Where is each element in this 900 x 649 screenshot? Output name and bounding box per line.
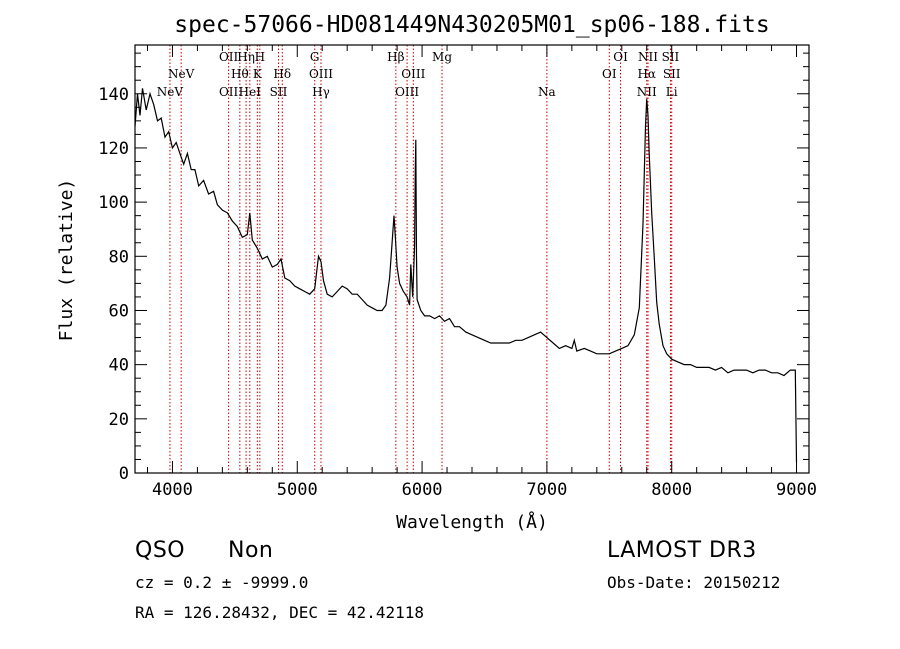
line-label: OI — [602, 67, 617, 81]
emission-line-labels: NeV NeV OII OII Hθ Hη HeI HK Hδ SII G OIII Hγ Hβ OIII O… — [157, 50, 681, 99]
obs-date-text: Obs-Date: 20150212 — [607, 573, 781, 592]
y-tick-label: 100 — [98, 193, 129, 213]
y-tick-label: 0 — [119, 464, 129, 484]
plot-frame — [134, 44, 810, 474]
spectrum-line — [134, 88, 798, 463]
object-class: QSO — [135, 538, 186, 563]
y-tick-label: 20 — [109, 410, 129, 430]
line-label: OII — [219, 85, 239, 99]
y-tick-label: 80 — [109, 247, 129, 267]
line-label: Hγ — [312, 85, 330, 99]
line-label: NeV — [168, 67, 195, 81]
line-label: OIII — [395, 85, 419, 99]
line-label: SII — [663, 67, 681, 81]
line-label: Na — [538, 85, 556, 99]
line-label: OIII — [401, 67, 425, 81]
survey-label: LAMOST DR3 — [607, 538, 757, 563]
line-label: G — [310, 50, 320, 64]
line-label: Mg — [432, 50, 452, 64]
line-label: NeV — [157, 85, 184, 99]
y-axis-label: Flux (relative) — [56, 179, 77, 342]
x-tick-label: 6000 — [402, 480, 443, 500]
coordinates-text: RA = 126.28432, DEC = 42.42118 — [135, 603, 424, 622]
y-tick-label: 40 — [109, 356, 129, 376]
line-label: Li — [666, 85, 678, 99]
x-tick-label: 5000 — [277, 480, 318, 500]
line-label: Hβ — [387, 50, 404, 64]
line-label: OII — [219, 50, 239, 64]
line-label: NII — [637, 85, 657, 99]
redshift-text: cz = 0.2 ± -9999.0 — [135, 573, 309, 592]
line-label: HeI — [239, 85, 262, 99]
chart-title: spec-57066-HD081449N430205M01_sp06-188.f… — [174, 12, 769, 38]
y-tick-label: 60 — [109, 301, 129, 321]
line-label: K — [253, 67, 263, 81]
x-tick-label: 9000 — [776, 480, 817, 500]
line-label: SII — [270, 85, 288, 99]
line-label: H — [255, 50, 265, 64]
x-tick-label: 8000 — [651, 480, 692, 500]
line-label: Hη — [237, 50, 255, 64]
line-label: OIII — [309, 67, 333, 81]
line-label: OI — [613, 50, 628, 64]
line-label: Hα — [637, 67, 656, 81]
y-tick-label: 120 — [98, 139, 129, 159]
object-subclass: Non — [228, 538, 274, 563]
x-axis: 4000 5000 6000 7000 8000 9000 — [146, 45, 817, 500]
line-label: Hθ — [231, 67, 249, 81]
line-label: Hδ — [273, 67, 291, 81]
line-label: NII — [638, 50, 658, 64]
x-axis-label: Wavelength (Å) — [396, 511, 548, 533]
y-axis: 0 20 40 60 80 100 120 140 — [98, 52, 809, 484]
x-tick-label: 4000 — [152, 480, 193, 500]
x-tick-label: 7000 — [526, 480, 567, 500]
y-tick-label: 140 — [98, 85, 129, 105]
line-label: SII — [662, 50, 680, 64]
emission-line-markers — [169, 45, 673, 473]
